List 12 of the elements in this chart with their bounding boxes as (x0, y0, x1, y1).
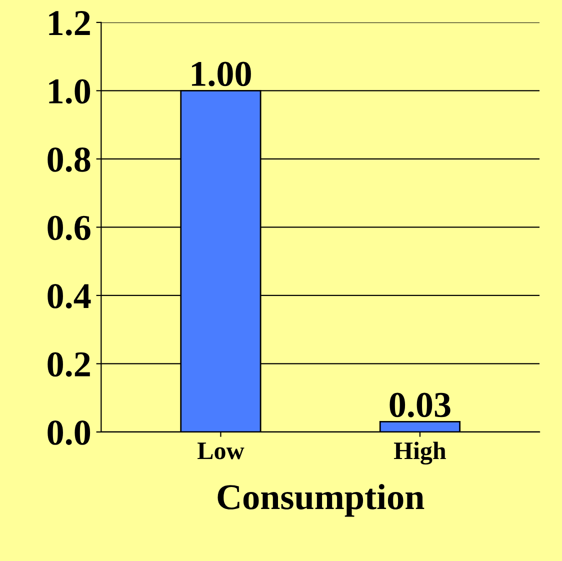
y-tick-label: 0.2 (48, 352, 90, 377)
y-tick-label: 0.0 (48, 420, 90, 446)
x-tick-label: Low (198, 442, 244, 460)
data-label: 1.00 (192, 62, 251, 86)
x-axis-title: Consumption (218, 484, 424, 517)
y-tick-label: 0.4 (48, 284, 91, 308)
y-tick-label: 1.2 (49, 11, 90, 36)
data-label: 0.03 (390, 392, 450, 418)
y-tick-label: 1.0 (49, 79, 90, 104)
x-tick-label: High (394, 442, 446, 465)
y-tick-label: 0.6 (48, 216, 90, 240)
y-tick-label: 0.8 (48, 147, 90, 172)
